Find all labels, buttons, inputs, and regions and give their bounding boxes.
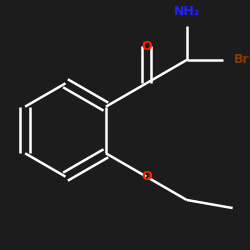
Text: O: O: [141, 40, 152, 52]
Text: NH₂: NH₂: [174, 5, 200, 18]
Text: O: O: [141, 170, 152, 183]
Text: Br: Br: [234, 54, 249, 66]
